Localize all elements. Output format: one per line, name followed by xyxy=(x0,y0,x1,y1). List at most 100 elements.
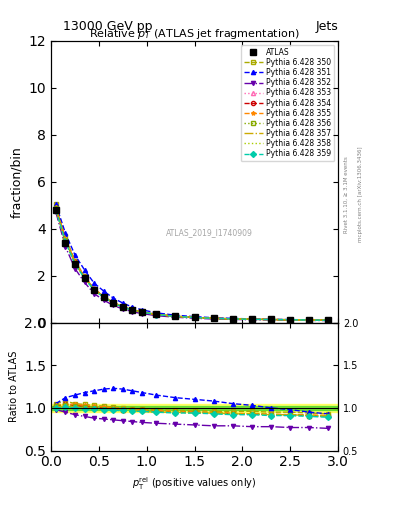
Pythia 6.428 357 xyxy=(211,315,216,322)
Pythia 6.428 358 xyxy=(250,316,254,323)
Pythia 6.428 354 xyxy=(130,307,135,313)
Pythia 6.428 352 xyxy=(63,244,68,250)
Pythia 6.428 350 xyxy=(230,316,235,322)
Pythia 6.428 351 xyxy=(230,315,235,322)
Pythia 6.428 351 xyxy=(269,316,274,323)
Pythia 6.428 356 xyxy=(92,287,97,293)
Pythia 6.428 352 xyxy=(326,317,331,324)
Pythia 6.428 352 xyxy=(192,315,197,322)
Pythia 6.428 357 xyxy=(73,260,77,266)
Pythia 6.428 354 xyxy=(101,294,106,300)
Pythia 6.428 354 xyxy=(192,314,197,321)
Line: Pythia 6.428 355: Pythia 6.428 355 xyxy=(54,204,331,322)
Pythia 6.428 352 xyxy=(269,317,274,323)
Y-axis label: Ratio to ATLAS: Ratio to ATLAS xyxy=(9,351,19,422)
Pythia 6.428 357 xyxy=(288,317,292,323)
Pythia 6.428 352 xyxy=(288,317,292,323)
Pythia 6.428 351 xyxy=(92,280,97,286)
Line: Pythia 6.428 354: Pythia 6.428 354 xyxy=(54,206,331,323)
Pythia 6.428 358 xyxy=(63,239,68,245)
Pythia 6.428 359 xyxy=(288,317,292,323)
Pythia 6.428 356 xyxy=(53,205,58,211)
Legend: ATLAS, Pythia 6.428 350, Pythia 6.428 351, Pythia 6.428 352, Pythia 6.428 353, P: ATLAS, Pythia 6.428 350, Pythia 6.428 35… xyxy=(241,45,334,161)
Pythia 6.428 359 xyxy=(82,275,87,282)
Pythia 6.428 355 xyxy=(269,316,274,323)
Line: Pythia 6.428 359: Pythia 6.428 359 xyxy=(54,208,331,323)
Pythia 6.428 358 xyxy=(173,313,178,319)
Pythia 6.428 358 xyxy=(326,317,331,323)
Pythia 6.428 356 xyxy=(82,274,87,281)
Pythia 6.428 359 xyxy=(326,317,331,324)
Pythia 6.428 353 xyxy=(130,307,135,313)
Pythia 6.428 354 xyxy=(269,316,274,323)
Pythia 6.428 358 xyxy=(307,317,312,323)
Pythia 6.428 356 xyxy=(307,317,312,323)
Pythia 6.428 355 xyxy=(73,259,77,265)
Text: Jets: Jets xyxy=(315,20,338,33)
Y-axis label: fraction/bin: fraction/bin xyxy=(10,146,23,218)
Pythia 6.428 356 xyxy=(140,309,144,315)
Pythia 6.428 353 xyxy=(326,317,331,323)
Pythia 6.428 352 xyxy=(173,314,178,321)
Pythia 6.428 354 xyxy=(73,259,77,265)
Pythia 6.428 350 xyxy=(250,316,254,322)
Title: Relative $p_T$ (ATLAS jet fragmentation): Relative $p_T$ (ATLAS jet fragmentation) xyxy=(89,27,300,41)
Pythia 6.428 352 xyxy=(101,297,106,303)
Pythia 6.428 355 xyxy=(288,317,292,323)
Pythia 6.428 359 xyxy=(73,261,77,267)
ATLAS xyxy=(73,261,77,267)
Pythia 6.428 350 xyxy=(53,201,58,207)
Pythia 6.428 356 xyxy=(73,260,77,266)
Pythia 6.428 353 xyxy=(53,205,58,211)
Pythia 6.428 359 xyxy=(173,313,178,319)
ATLAS xyxy=(269,316,274,323)
ATLAS xyxy=(173,313,178,319)
Pythia 6.428 359 xyxy=(154,311,159,317)
Pythia 6.428 353 xyxy=(111,300,116,306)
Pythia 6.428 356 xyxy=(154,311,159,317)
Pythia 6.428 358 xyxy=(101,294,106,301)
Pythia 6.428 358 xyxy=(111,300,116,306)
Pythia 6.428 352 xyxy=(140,311,144,317)
Pythia 6.428 351 xyxy=(211,315,216,321)
ATLAS xyxy=(288,316,292,323)
ATLAS xyxy=(192,314,197,320)
Pythia 6.428 356 xyxy=(288,317,292,323)
Pythia 6.428 350 xyxy=(173,313,178,319)
Pythia 6.428 357 xyxy=(111,300,116,306)
ATLAS xyxy=(326,317,331,323)
Line: ATLAS: ATLAS xyxy=(52,206,332,324)
Pythia 6.428 350 xyxy=(130,307,135,313)
Pythia 6.428 358 xyxy=(92,287,97,293)
Pythia 6.428 359 xyxy=(92,287,97,293)
Pythia 6.428 353 xyxy=(250,316,254,323)
Pythia 6.428 355 xyxy=(326,317,331,323)
ATLAS xyxy=(101,294,106,300)
Pythia 6.428 351 xyxy=(154,310,159,316)
Pythia 6.428 358 xyxy=(73,261,77,267)
Pythia 6.428 351 xyxy=(192,313,197,319)
Pythia 6.428 354 xyxy=(140,309,144,315)
Pythia 6.428 355 xyxy=(92,286,97,292)
Pythia 6.428 357 xyxy=(173,313,178,319)
Pythia 6.428 350 xyxy=(326,317,331,323)
Pythia 6.428 355 xyxy=(211,315,216,322)
Bar xyxy=(51,403,338,412)
ATLAS xyxy=(130,307,135,313)
Pythia 6.428 353 xyxy=(307,317,312,323)
Text: 13000 GeV pp: 13000 GeV pp xyxy=(63,20,152,33)
Pythia 6.428 359 xyxy=(307,317,312,323)
Pythia 6.428 352 xyxy=(154,312,159,318)
Pythia 6.428 355 xyxy=(82,273,87,280)
Pythia 6.428 351 xyxy=(73,252,77,258)
Pythia 6.428 356 xyxy=(173,313,178,319)
Pythia 6.428 353 xyxy=(63,237,68,243)
ATLAS xyxy=(92,287,97,293)
Pythia 6.428 358 xyxy=(154,311,159,317)
ATLAS xyxy=(111,300,116,306)
Pythia 6.428 357 xyxy=(250,316,254,323)
Pythia 6.428 356 xyxy=(101,294,106,300)
Pythia 6.428 359 xyxy=(111,300,116,306)
Pythia 6.428 358 xyxy=(230,316,235,322)
Pythia 6.428 351 xyxy=(82,267,87,273)
